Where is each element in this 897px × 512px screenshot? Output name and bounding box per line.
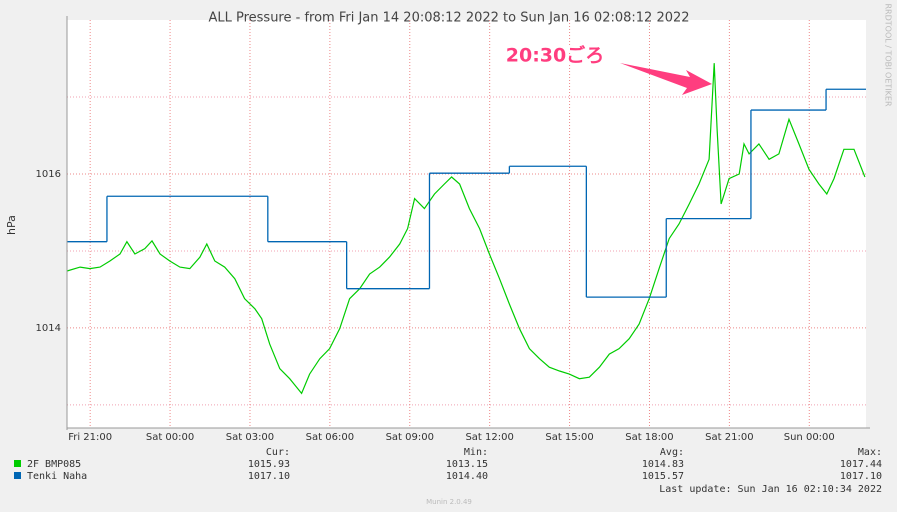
legend-stat: 1017.44 [840,459,882,470]
x-tick-label: Sat 15:00 [545,432,593,443]
footer: Munin 2.0.49 [426,498,472,506]
legend-header: Min: [464,447,488,458]
legend-stat: 1014.83 [642,459,684,470]
legend-label: 2F BMP085 [27,459,81,470]
rrdtool-credit: RRDTOOL / TOBI OETIKER [884,3,893,106]
x-tick-label: Sat 21:00 [705,432,753,443]
x-tick-label: Sat 18:00 [625,432,673,443]
plot-area [67,20,866,428]
x-tick-label: Sat 00:00 [146,432,194,443]
legend-label: Tenki Naha [27,471,87,482]
x-tick-label: Sat 03:00 [226,432,274,443]
x-tick-label: Sun 00:00 [784,432,835,443]
x-tick-label: Sat 06:00 [306,432,354,443]
legend-stat: 1015.57 [642,471,684,482]
legend-header: Cur: [266,447,290,458]
legend-stat: 1014.40 [446,471,488,482]
x-tick-label: Fri 21:00 [68,432,112,443]
x-tick-label: Sat 09:00 [386,432,434,443]
series-line [66,63,866,395]
legend-swatch [14,460,21,467]
y-tick-label: 1016 [36,169,61,180]
legend-stat: 1015.93 [248,459,290,470]
legend-swatch [14,472,21,479]
legend-stat: 1017.10 [248,471,290,482]
legend-stat: 1013.15 [446,459,488,470]
legend-header: Avg: [660,447,684,458]
annotation: 20:30ごろ [506,44,604,67]
last-update: Last update: Sun Jan 16 02:10:34 2022 [659,484,882,495]
grid [67,20,866,428]
marks [66,63,866,395]
legend-stat: 1017.10 [840,471,882,482]
chart-title: ALL Pressure - from Fri Jan 14 20:08:12 … [208,11,689,26]
legend-header: Max: [858,447,882,458]
y-axis-label: hPa [5,215,18,235]
x-tick-label: Sat 12:00 [465,432,513,443]
annotation-arrow [620,63,712,95]
y-tick-label: 1014 [36,323,61,334]
